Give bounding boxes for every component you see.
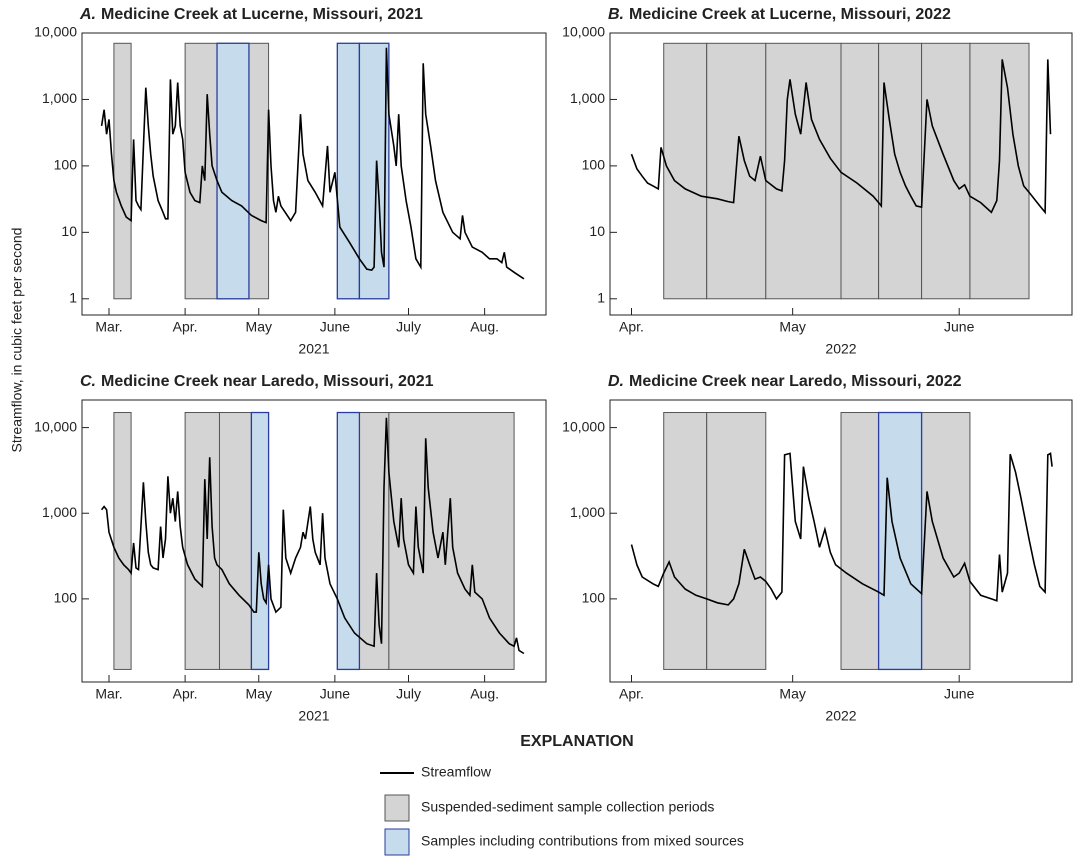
x-tick-label: Apr. xyxy=(619,319,644,335)
panel-name: Medicine Creek at Lucerne, Missouri, 202… xyxy=(101,6,423,23)
y-tick-label: 10,000 xyxy=(562,418,605,434)
sample-period xyxy=(218,412,252,670)
panel-letter: A. xyxy=(79,6,96,23)
x-tick-label: Apr. xyxy=(173,686,198,702)
x-tick-label: June xyxy=(944,686,975,702)
sample-period xyxy=(663,42,708,300)
x-axis-label: 2022 xyxy=(825,708,856,724)
panel-letter: C. xyxy=(80,373,96,390)
x-tick-label: Mar. xyxy=(95,319,122,335)
sample-period xyxy=(113,412,132,670)
legend-title: EXPLANATION xyxy=(520,733,633,750)
plot-frame xyxy=(81,399,547,683)
y-tick-label: 100 xyxy=(582,157,606,173)
y-tick-label: 1,000 xyxy=(42,504,77,520)
y-tick-label: 100 xyxy=(54,157,78,173)
x-tick-label: June xyxy=(320,686,351,702)
sample-period xyxy=(113,42,132,300)
panel-name: Medicine Creek near Laredo, Missouri, 20… xyxy=(629,373,962,390)
x-axis-label: 2021 xyxy=(298,708,329,724)
legend-label: Samples including contributions from mix… xyxy=(421,833,744,849)
mixed-period xyxy=(250,411,270,671)
panel-title: D. Medicine Creek near Laredo, Missouri, … xyxy=(608,373,962,390)
x-tick-label: May xyxy=(779,686,805,702)
y-tick-label: 10,000 xyxy=(34,418,77,434)
x-tick-label: Aug. xyxy=(470,319,499,335)
x-axis-label: 2022 xyxy=(825,341,856,357)
sample-period xyxy=(184,412,220,670)
y-tick-label: 10 xyxy=(61,223,77,239)
plot-frame xyxy=(81,32,547,316)
sample-period xyxy=(388,412,515,670)
panel-title: A. Medicine Creek at Lucerne, Missouri, 2… xyxy=(79,6,423,23)
sample-period xyxy=(765,42,842,300)
legend-swatch xyxy=(384,828,410,856)
plot-frame xyxy=(609,399,1073,683)
x-tick-label: Aug. xyxy=(470,686,499,702)
x-tick-label: May xyxy=(779,319,805,335)
panel-name: Medicine Creek near Laredo, Missouri, 20… xyxy=(101,373,434,390)
streamflow-line xyxy=(630,59,1052,215)
x-tick-label: May xyxy=(246,686,272,702)
streamflow-line xyxy=(100,417,525,655)
legend-label: Streamflow xyxy=(421,764,492,780)
y-tick-label: 1 xyxy=(597,289,605,305)
sample-period xyxy=(921,412,971,670)
plot-frame xyxy=(609,32,1073,316)
y-axis-label: Streamflow, in cubic feet per second xyxy=(9,228,25,453)
legend-label: Suspended-sediment sample collection per… xyxy=(421,799,714,815)
y-tick-label: 10,000 xyxy=(562,24,605,40)
y-tick-label: 1,000 xyxy=(42,90,77,106)
mixed-period xyxy=(336,411,361,671)
x-tick-label: May xyxy=(246,319,272,335)
streamflow-line xyxy=(100,47,525,280)
y-tick-label: 10 xyxy=(589,223,605,239)
y-tick-label: 100 xyxy=(582,590,606,606)
sample-period xyxy=(840,42,880,300)
y-tick-label: 100 xyxy=(54,590,78,606)
panel-letter: D. xyxy=(608,373,624,390)
x-tick-label: June xyxy=(320,319,351,335)
y-tick-label: 1 xyxy=(69,289,77,305)
panel-letter: B. xyxy=(608,6,624,23)
y-tick-label: 1,000 xyxy=(570,504,605,520)
sample-period xyxy=(706,412,767,670)
sample-period xyxy=(840,412,880,670)
x-tick-label: July xyxy=(396,686,421,702)
x-tick-label: Apr. xyxy=(619,686,644,702)
sample-period xyxy=(921,42,971,300)
sample-period xyxy=(663,412,708,670)
x-tick-label: June xyxy=(944,319,975,335)
x-tick-label: Apr. xyxy=(173,319,198,335)
y-tick-label: 10,000 xyxy=(34,24,77,40)
x-tick-label: July xyxy=(396,319,421,335)
x-axis-label: 2021 xyxy=(298,341,329,357)
panel-title: C. Medicine Creek near Laredo, Missouri, … xyxy=(80,373,434,390)
panel-title: B. Medicine Creek at Lucerne, Missouri, 2… xyxy=(608,6,951,23)
streamflow-line xyxy=(630,452,1053,606)
y-tick-label: 1,000 xyxy=(570,90,605,106)
mixed-period xyxy=(216,42,250,300)
legend-swatch xyxy=(384,794,410,822)
panel-name: Medicine Creek at Lucerne, Missouri, 202… xyxy=(629,6,951,23)
x-tick-label: Mar. xyxy=(95,686,122,702)
mixed-period xyxy=(336,42,361,300)
